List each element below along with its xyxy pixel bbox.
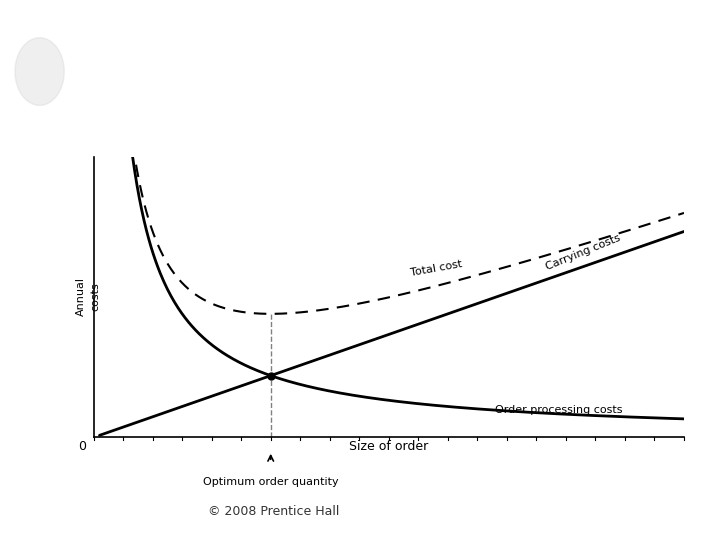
X-axis label: Size of order: Size of order bbox=[349, 440, 428, 453]
Text: © 2008 Prentice Hall: © 2008 Prentice Hall bbox=[208, 505, 339, 518]
Text: Figure 8-1:  Determining EOQ by
Use of a Graph: Figure 8-1: Determining EOQ by Use of a … bbox=[166, 37, 626, 92]
Text: Total cost: Total cost bbox=[409, 259, 463, 278]
Text: Carrying costs: Carrying costs bbox=[545, 233, 623, 272]
Text: Order processing costs: Order processing costs bbox=[495, 405, 623, 415]
Text: 0: 0 bbox=[78, 440, 86, 453]
Text: Optimum order quantity: Optimum order quantity bbox=[203, 477, 338, 487]
Y-axis label: Annual
costs: Annual costs bbox=[76, 278, 100, 316]
Circle shape bbox=[15, 38, 64, 105]
